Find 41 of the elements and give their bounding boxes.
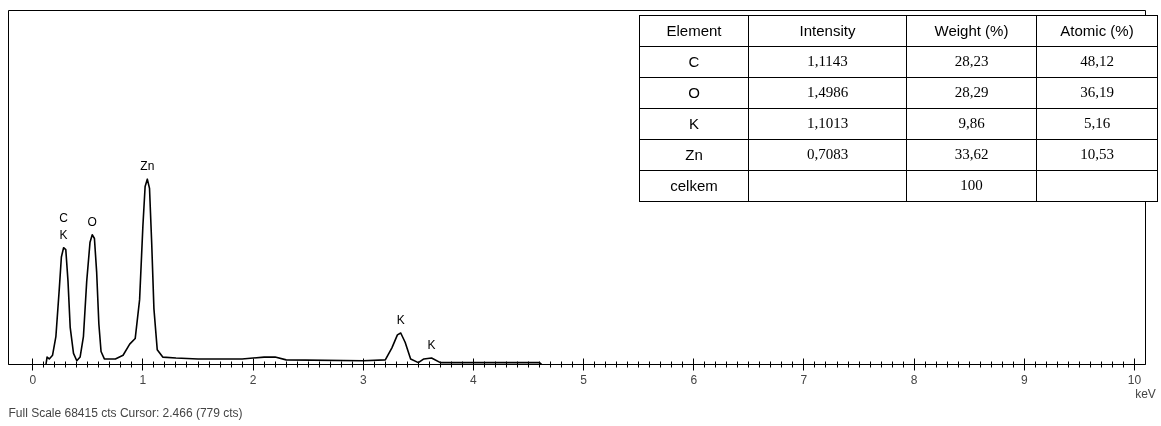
x-axis-title: keV [1135,386,1156,401]
x-tick-label: 5 [580,372,588,387]
x-tick-label: 6 [690,372,698,387]
text: 1,1143 [807,53,848,70]
x-tick-label: 9 [1020,372,1028,387]
text: 5,16 [1083,115,1111,132]
text: Full Scale 68415 cts Cursor: 2.466 (779 cts) [8,405,243,420]
x-tick-label: 10 [1127,372,1142,387]
x-tick-label: 4 [470,372,478,387]
category-label: Weight (%) [906,15,1037,47]
x-tick-label: 8 [910,372,918,387]
category-label: C [688,53,700,71]
category-label: O [688,84,700,102]
annotation: K [427,338,436,353]
x-tick-label: 0 [29,372,37,387]
x-tick-label: 2 [249,372,257,387]
annotation: Zn [140,159,155,174]
text: 48,12 [1080,53,1114,70]
annotation: K [59,227,68,242]
category-label: Atomic (%) [1036,15,1158,47]
x-tick-label: 3 [359,372,367,387]
annotation: C [59,210,69,225]
category-label: Element [639,15,749,47]
text: 1,1013 [806,115,849,132]
text: 28,29 [954,84,989,101]
text: 0,7083 [806,146,849,163]
text: 33,62 [954,146,989,163]
category-label: K [688,115,699,133]
annotation: O [87,214,97,229]
x-tick-label: 7 [800,372,808,387]
category-label: Zn [685,146,703,164]
text: 1,4986 [806,84,849,101]
annotation: K [396,312,405,327]
text: 9,86 [958,115,985,132]
category-label: Intensity [748,15,907,47]
text: 100 [960,177,983,194]
text: 36,19 [1080,84,1114,101]
text: 28,23 [954,53,989,70]
text: 10,53 [1080,146,1114,163]
category-label: celkem [670,177,718,195]
x-tick-label: 1 [139,372,147,387]
